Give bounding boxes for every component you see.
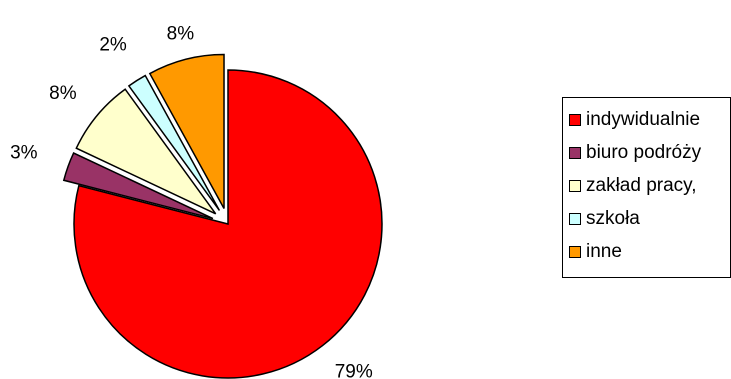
legend-label: szkoła bbox=[586, 208, 640, 229]
legend-item: zakład pracy, bbox=[569, 175, 697, 197]
legend-swatch bbox=[569, 147, 581, 159]
legend-label: biuro podróży bbox=[586, 142, 702, 163]
pie-slice bbox=[127, 74, 221, 211]
legend-swatch bbox=[569, 213, 581, 225]
pie-labels: 79% 3% 8% 2% 8% bbox=[10, 23, 373, 379]
legend-item: biuro podróży bbox=[569, 142, 701, 164]
pie-slice bbox=[75, 88, 217, 215]
legend-label: zakład pracy, bbox=[586, 175, 697, 196]
pie-slice bbox=[62, 152, 214, 220]
pie-slice-label: 3% bbox=[10, 142, 38, 163]
legend-swatch bbox=[569, 246, 581, 258]
pie-slice bbox=[148, 53, 225, 209]
pie-slice-label: 8% bbox=[167, 23, 195, 44]
pie-slice-label: 2% bbox=[99, 34, 127, 55]
legend-item: inne bbox=[569, 241, 622, 263]
legend-swatch bbox=[569, 180, 581, 192]
legend-item: szkoła bbox=[569, 208, 640, 230]
pie-slice-label: 8% bbox=[49, 83, 77, 104]
legend-item: indywidualnie bbox=[569, 109, 700, 131]
legend-label: indywidualnie bbox=[586, 109, 701, 130]
pie-slice-label: 79% bbox=[335, 361, 373, 379]
legend-label: inne bbox=[586, 241, 622, 262]
legend: indywidualnie biuro podróży zakład pracy… bbox=[562, 97, 731, 278]
pie-slices bbox=[62, 53, 383, 379]
legend-swatch bbox=[569, 114, 581, 126]
pie-slice bbox=[73, 69, 383, 379]
